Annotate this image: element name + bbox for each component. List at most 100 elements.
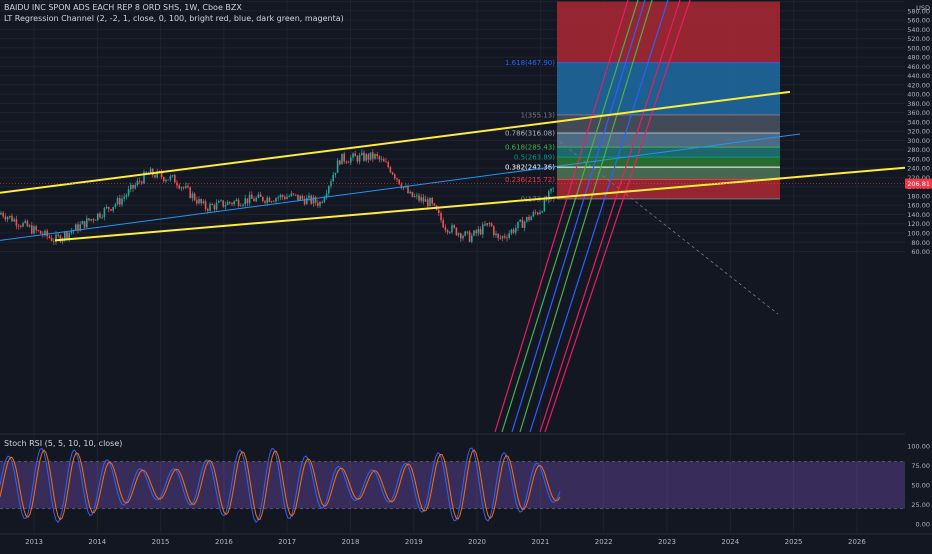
candle-body	[141, 181, 143, 184]
candle-body	[534, 212, 537, 213]
candle-body	[451, 225, 453, 233]
candle-body	[167, 179, 169, 181]
candle-body	[116, 197, 119, 205]
time-axis-label: 2013	[25, 538, 43, 546]
candle-body	[88, 218, 90, 221]
regression-midline	[0, 133, 801, 241]
candle-body	[523, 221, 526, 228]
candle-body	[26, 220, 29, 227]
candle-body	[497, 233, 499, 238]
candle-body	[235, 199, 238, 202]
candle-body	[453, 225, 455, 228]
candle-body	[416, 195, 418, 197]
fib-zone	[557, 179, 780, 199]
fib-trend-line	[559, 141, 779, 315]
candle-body	[306, 197, 308, 205]
candle-body	[11, 215, 13, 222]
candle-body	[330, 181, 332, 187]
candle-body	[352, 153, 354, 158]
candle-body	[409, 191, 411, 194]
price-axis-label: 460.00	[907, 63, 930, 71]
candle-body	[143, 171, 145, 184]
stoch-axis-label: 0.00	[916, 521, 930, 529]
candle-body	[501, 236, 504, 239]
candle-body	[24, 220, 26, 223]
candle-body	[242, 204, 244, 206]
candle-body	[64, 232, 66, 239]
candle-body	[108, 206, 110, 210]
candle-body	[482, 224, 484, 235]
candle-body	[411, 191, 414, 197]
regression-channel-line	[519, 0, 653, 433]
price-axis-label: 120.00	[907, 220, 930, 228]
fib-level-label: 0.5(263.89)	[514, 154, 555, 162]
candle-body	[211, 204, 213, 205]
candle-body	[484, 224, 486, 226]
candle-body	[341, 153, 343, 165]
candle-body	[149, 168, 152, 173]
candle-body	[281, 195, 284, 198]
time-axis-label: 2015	[152, 538, 170, 546]
candle-body	[86, 218, 88, 228]
candle-body	[240, 205, 242, 207]
candle-body	[262, 196, 264, 202]
candle-body	[336, 160, 339, 173]
candle-body	[169, 176, 172, 180]
stoch-axis-label: 100.00	[907, 443, 930, 451]
candle-body	[248, 194, 251, 204]
candle-body	[119, 197, 121, 205]
price-axis-bg	[905, 0, 932, 550]
price-axis-currency: USD	[916, 4, 930, 12]
stoch-axis-label: 25.00	[911, 501, 930, 509]
candle-body	[292, 193, 295, 195]
candle-body	[332, 174, 334, 182]
regression-channel-line	[544, 0, 691, 433]
candle-body	[460, 233, 462, 239]
candle-body	[75, 224, 77, 230]
candle-body	[363, 152, 365, 161]
candle-body	[9, 215, 11, 218]
candle-body	[468, 231, 471, 242]
fib-level-label: 0.382(242.36)	[505, 164, 555, 172]
candle-body	[517, 221, 519, 229]
time-axis-label: 2023	[658, 538, 676, 546]
time-axis-label: 2025	[785, 538, 803, 546]
candle-body	[440, 212, 442, 221]
candle-body	[215, 202, 218, 210]
regression-channel-line	[539, 0, 681, 433]
candle-body	[385, 161, 387, 163]
candle-body	[548, 191, 550, 200]
candle-body	[418, 195, 420, 201]
price-axis-label: 100.00	[907, 230, 930, 238]
candle-body	[446, 229, 449, 233]
candle-body	[134, 184, 136, 189]
price-axis-label: 160.00	[907, 202, 930, 210]
price-axis-label: 360.00	[907, 109, 930, 117]
candle-body	[191, 193, 194, 199]
candle-body	[79, 224, 81, 231]
candle-body	[279, 195, 282, 198]
candle-body	[512, 229, 515, 233]
candle-body	[4, 216, 7, 220]
candle-body	[207, 209, 209, 211]
candle-body	[521, 219, 524, 228]
candle-body	[286, 196, 288, 199]
candle-body	[202, 201, 205, 204]
price-axis-label: 140.00	[907, 211, 930, 219]
candle-body	[31, 225, 33, 234]
candle-body	[380, 159, 383, 160]
candle-body	[550, 188, 552, 192]
candle-body	[125, 195, 128, 197]
candle-body	[145, 171, 147, 173]
candle-body	[532, 212, 535, 217]
candle-body	[94, 219, 97, 221]
stoch-rsi-title: Stoch RSI (5, 5, 10, 10, close)	[4, 439, 123, 448]
price-axis-label: 280.00	[907, 146, 930, 154]
candle-body	[187, 185, 189, 188]
candle-body	[110, 209, 112, 211]
candle-body	[220, 200, 222, 202]
fib-zone	[557, 147, 780, 158]
candle-body	[504, 236, 506, 238]
